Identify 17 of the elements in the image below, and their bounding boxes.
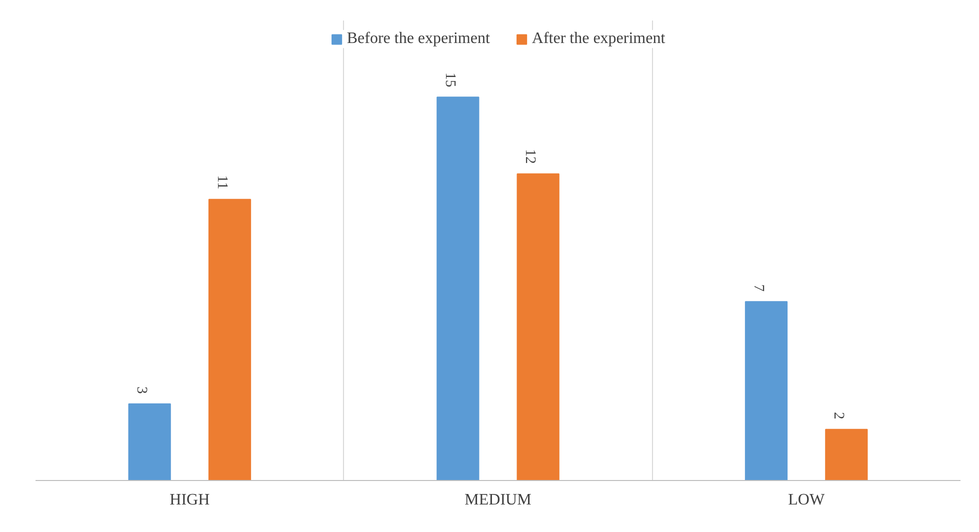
data-label: 3 bbox=[134, 386, 150, 394]
bar bbox=[744, 301, 788, 480]
bar bbox=[516, 173, 560, 480]
x-tick-label: HIGH bbox=[170, 492, 210, 508]
bar bbox=[436, 96, 480, 480]
x-tick-label: LOW bbox=[788, 492, 826, 508]
legend-label: Before the experiment bbox=[346, 30, 490, 48]
data-label: 15 bbox=[442, 72, 458, 88]
data-label: 2 bbox=[830, 412, 846, 420]
x-tick-label: MEDIUM bbox=[464, 492, 532, 508]
data-label: 11 bbox=[214, 175, 230, 190]
legend-label: After the experiment bbox=[532, 30, 666, 48]
bar bbox=[208, 198, 252, 480]
bar bbox=[825, 428, 868, 480]
bar bbox=[128, 403, 171, 480]
data-label: 7 bbox=[750, 284, 766, 292]
data-label: 12 bbox=[522, 149, 538, 164]
